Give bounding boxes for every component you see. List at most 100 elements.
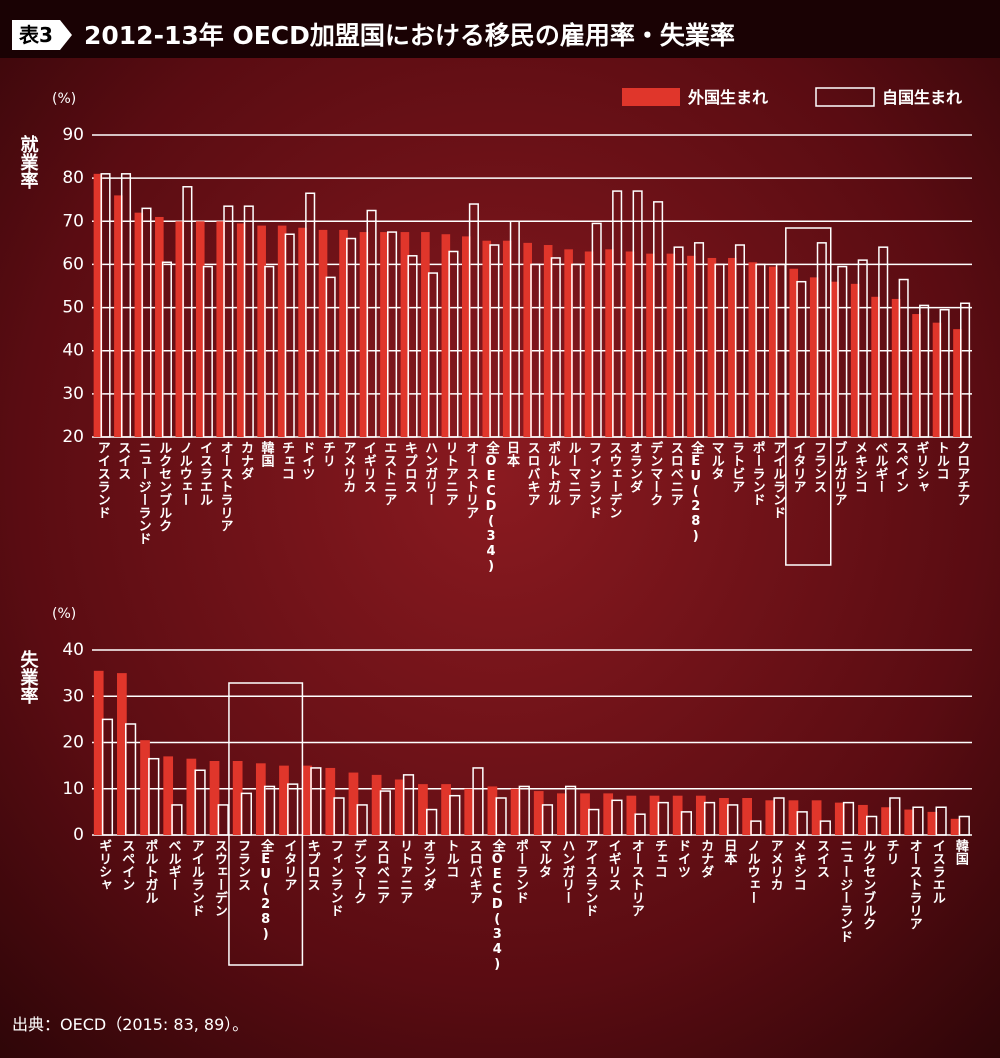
bar bbox=[830, 281, 839, 437]
bar bbox=[462, 236, 471, 437]
bar bbox=[117, 673, 127, 835]
x-tick-label: オランダ bbox=[627, 441, 643, 493]
bar bbox=[857, 259, 868, 438]
bar bbox=[789, 268, 799, 437]
x-tick-label: カナダ bbox=[238, 441, 254, 480]
x-tick-label: スロバキア bbox=[525, 441, 541, 506]
bar bbox=[489, 244, 500, 438]
x-tick-label: メキシコ bbox=[791, 839, 806, 891]
bar bbox=[541, 804, 554, 836]
bar bbox=[935, 806, 947, 836]
y-tick-label: 40 bbox=[62, 341, 84, 361]
x-tick-label: ノルウェー bbox=[745, 839, 761, 904]
bar bbox=[202, 265, 213, 438]
bar bbox=[646, 253, 655, 437]
x-tick-label: イスラエル bbox=[930, 839, 946, 904]
y-tick-label: 80 bbox=[62, 168, 84, 188]
bar bbox=[171, 804, 183, 836]
bar bbox=[788, 800, 799, 835]
bar bbox=[878, 246, 889, 438]
x-tick-label: スロバキア bbox=[467, 839, 483, 904]
x-tick-label: ニュージーランド bbox=[136, 441, 152, 545]
bar bbox=[653, 201, 664, 438]
x-tick-label: スロベニア bbox=[374, 839, 390, 904]
bar bbox=[243, 205, 254, 438]
bar bbox=[871, 296, 880, 437]
x-tick-label: ベルギー bbox=[872, 441, 888, 493]
x-tick-label: 韓国 bbox=[258, 440, 274, 468]
bar bbox=[768, 266, 778, 437]
x-tick-label: チェコ bbox=[279, 441, 294, 480]
x-tick-label: アメリカ bbox=[340, 441, 355, 493]
bar bbox=[163, 756, 174, 835]
bar bbox=[502, 240, 512, 437]
x-tick-label: フランス bbox=[811, 441, 826, 493]
bar bbox=[687, 255, 696, 437]
bar bbox=[634, 813, 646, 836]
x-tick-label: メキシコ bbox=[852, 441, 867, 493]
bar bbox=[310, 767, 322, 836]
bar bbox=[898, 278, 909, 438]
bar bbox=[441, 234, 451, 437]
bar bbox=[850, 283, 860, 437]
bar bbox=[649, 795, 660, 835]
bar bbox=[195, 221, 205, 437]
bar bbox=[748, 262, 758, 437]
bar bbox=[796, 280, 807, 438]
bar bbox=[695, 795, 706, 835]
x-tick-label: デンマーク bbox=[647, 440, 663, 506]
bar bbox=[703, 801, 716, 836]
bar bbox=[257, 225, 266, 437]
bar bbox=[487, 786, 498, 835]
bar bbox=[564, 785, 577, 836]
bar bbox=[468, 203, 479, 438]
x-tick-label: アイルランド bbox=[189, 839, 205, 917]
x-tick-label: イギリス bbox=[606, 839, 622, 891]
bar bbox=[693, 242, 705, 438]
bar bbox=[380, 232, 389, 437]
x-tick-label: スロベニア bbox=[668, 441, 684, 506]
bar bbox=[386, 231, 398, 438]
bar bbox=[580, 793, 590, 835]
bar bbox=[816, 242, 827, 438]
bar bbox=[427, 272, 439, 438]
x-tick-label: ドイツ bbox=[675, 839, 691, 878]
bar bbox=[264, 265, 275, 438]
bar bbox=[217, 804, 229, 836]
bar bbox=[707, 257, 717, 437]
bar bbox=[209, 761, 220, 835]
x-tick-label: ルクセンブルク bbox=[156, 441, 172, 532]
y-tick-label: 20 bbox=[62, 733, 84, 753]
x-tick-label: カナダ bbox=[698, 839, 714, 878]
badge: 表3 bbox=[19, 23, 53, 47]
x-tick-label: フランス bbox=[235, 839, 250, 891]
y-tick-label: 40 bbox=[62, 640, 84, 660]
bar bbox=[932, 322, 942, 437]
bar bbox=[407, 255, 418, 438]
legend-swatch bbox=[622, 88, 680, 106]
bar bbox=[809, 277, 819, 437]
x-tick-label: オーストリア bbox=[629, 839, 645, 917]
x-tick-label: リトアニア bbox=[443, 441, 458, 506]
y-tick-label: 50 bbox=[62, 298, 84, 318]
bar bbox=[939, 308, 950, 438]
x-tick-label: エストニア bbox=[381, 441, 397, 506]
x-tick-label: キプロス bbox=[402, 441, 417, 493]
bar bbox=[533, 791, 544, 835]
bar bbox=[402, 774, 415, 836]
bar bbox=[472, 767, 484, 836]
bar bbox=[182, 186, 193, 438]
bar bbox=[400, 232, 410, 437]
bar bbox=[482, 240, 492, 437]
bar bbox=[240, 792, 253, 836]
x-tick-label: 韓国 bbox=[953, 838, 969, 866]
bar bbox=[448, 250, 459, 438]
x-tick-label: ポルトガル bbox=[142, 838, 158, 904]
bar bbox=[834, 802, 845, 835]
bar bbox=[564, 249, 573, 437]
x-tick-label: ブルガリア bbox=[831, 440, 847, 506]
bar bbox=[284, 233, 295, 438]
x-tick-label: ギリシャ bbox=[913, 441, 928, 493]
x-tick-label: フィンランド bbox=[586, 441, 601, 519]
